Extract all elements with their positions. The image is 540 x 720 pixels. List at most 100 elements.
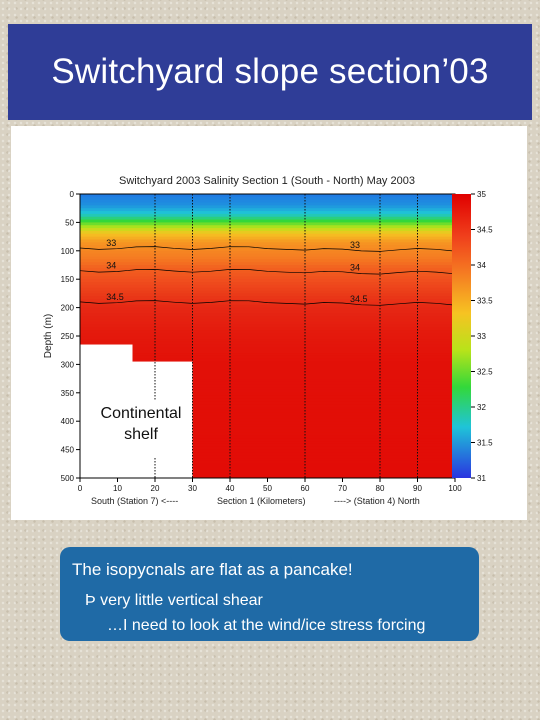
callout-line-2: shelf [124,426,158,443]
salinity-band [80,273,455,277]
salinity-band [80,441,455,445]
isohaline-contour [80,269,455,275]
contour-label: 34.5 [106,292,124,302]
y-tick-label: 500 [61,474,75,483]
salinity-band [80,262,455,266]
salinity-band [80,239,455,243]
salinity-band [80,196,455,201]
slide-title-text: Switchyard slope section’03 [51,52,489,91]
salinity-band [80,310,455,314]
salinity-band [80,284,455,289]
y-tick-label: 150 [61,275,75,284]
salinity-band [80,245,455,249]
salinity-band [80,216,455,221]
salinity-band [80,475,455,478]
salinity-band [80,387,455,391]
colorbar [452,194,471,478]
salinity-band [80,253,455,258]
salinity-band [80,211,455,215]
salinity-band [80,293,455,297]
salinity-band [80,276,455,280]
summary-bullet-1: Þ very little vertical shear [85,592,263,609]
salinity-band [80,225,455,229]
colorbar-tick-label: 33.5 [477,297,493,306]
contour-label: 34.5 [350,294,368,304]
salinity-band [80,378,455,383]
salinity-band [80,395,455,400]
salinity-band [80,213,455,218]
salinity-band [80,318,455,323]
salinity-band [80,463,455,468]
salinity-band [80,341,455,346]
salinity-band [80,432,455,436]
salinity-band [80,412,455,417]
salinity-band [80,290,455,294]
salinity-band [80,208,455,212]
x-tick-label: 30 [188,484,197,493]
chart-title: Switchyard 2003 Salinity Section 1 (Sout… [119,175,415,187]
salinity-band [80,438,455,442]
salinity-band [80,242,455,246]
salinity-band [80,236,455,241]
salinity-band [80,426,455,431]
colorbar-tick-label: 34 [477,261,486,270]
salinity-band [80,324,455,329]
salinity-band [80,446,455,451]
contour-label: 34 [106,261,116,271]
y-tick-label: 400 [61,417,75,426]
salinity-band [80,452,455,456]
salinity-band [80,299,455,303]
contour-label: 34 [350,263,360,273]
salinity-band [80,421,455,425]
salinity-band [80,350,455,354]
salinity-band [80,301,455,306]
contour-label: 33 [350,240,360,250]
salinity-band [80,347,455,351]
salinity-band [80,267,455,272]
salinity-band [80,265,455,269]
salinity-band [80,429,455,434]
y-tick-label: 100 [61,247,75,256]
salinity-band [80,304,455,309]
salinity-band [80,336,455,340]
x-tick-label: 70 [338,484,347,493]
salinity-band [80,407,455,411]
salinity-band [80,338,455,343]
x-tick-label: 0 [78,484,83,493]
salinity-band [80,250,455,255]
salinity-section-figure: Switchyard 2003 Salinity Section 1 (Sout… [11,126,527,520]
y-tick-label: 450 [61,446,75,455]
salinity-band [80,381,455,385]
slide-title: Switchyard slope section’03 [8,24,532,120]
isohaline-contour [80,246,455,252]
salinity-band [80,353,455,357]
salinity-band [80,233,455,238]
salinity-band [80,367,455,371]
salinity-band [80,205,455,209]
colorbar-ticks: 35 34.5 34 33.5 33 32.5 32 31.5 31 [471,190,493,483]
y-tick-label: 0 [70,190,75,199]
x-tick-label: 60 [301,484,310,493]
salinity-band [80,372,455,377]
y-tick-label: 250 [61,332,75,341]
x-axis-label-right: ----> (Station 4) North [334,496,420,506]
salinity-band [80,202,455,206]
y-axis-label: Depth (m) [43,314,54,358]
x-tick-label: 50 [263,484,272,493]
y-tick-label: 300 [61,360,75,369]
summary-main-text: The isopycnals are flat as a pancake! [72,560,353,579]
colorbar-tick-label: 32.5 [477,368,493,377]
salinity-band [80,282,455,286]
salinity-band [80,287,455,292]
x-tick-label: 20 [151,484,160,493]
salinity-band [80,330,455,334]
salinity-band [80,443,455,448]
salinity-band [80,361,455,365]
x-tick-label: 80 [376,484,385,493]
salinity-band [80,333,455,337]
salinity-band [80,469,455,473]
salinity-band [80,321,455,326]
x-axis-label: Section 1 (Kilometers) [217,496,306,506]
salinity-band [80,449,455,454]
salinity-band [80,247,455,252]
